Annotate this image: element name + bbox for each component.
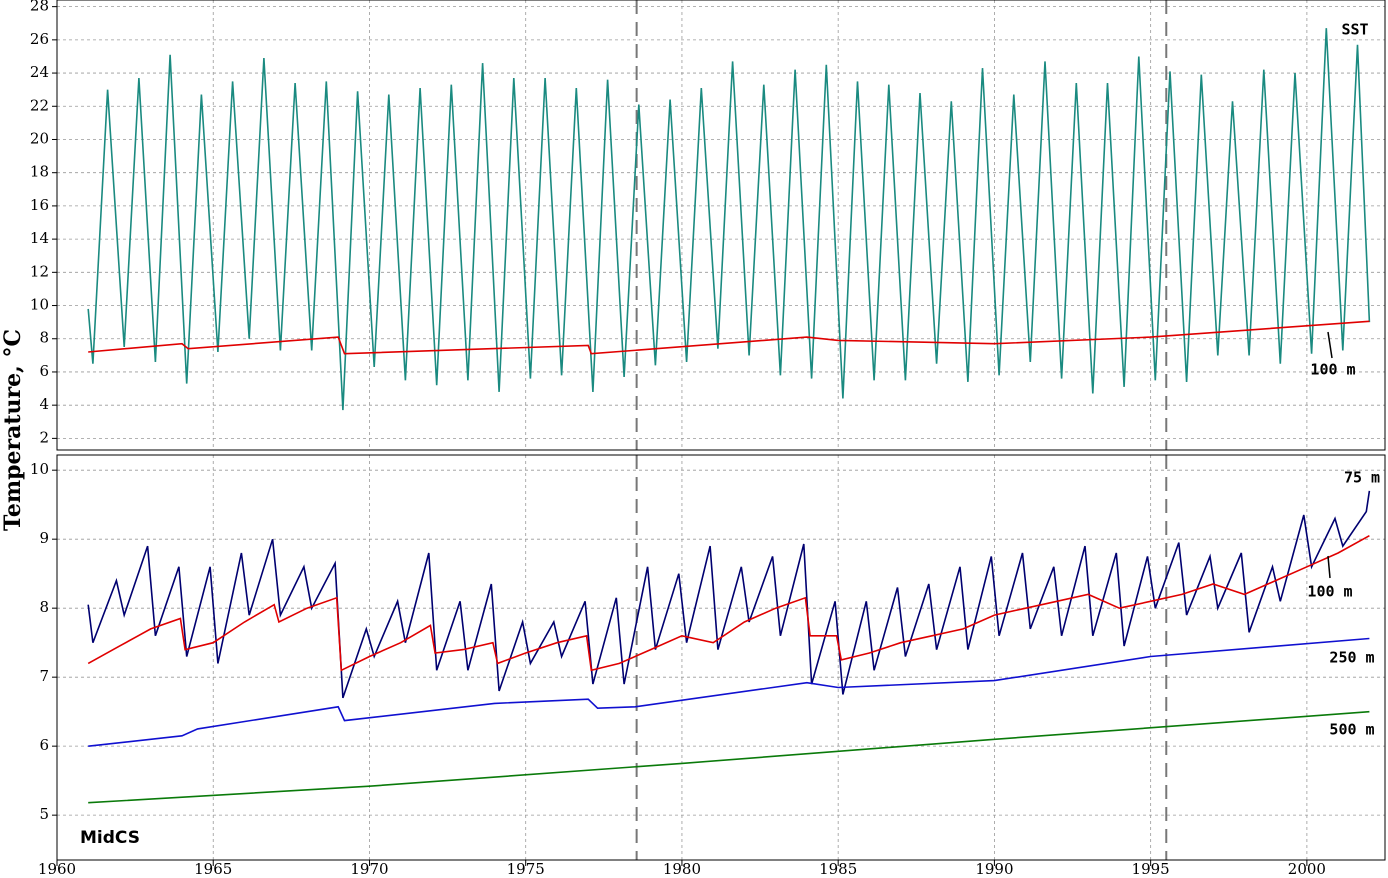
y-tick-label: 24 [30, 63, 49, 81]
series-line [88, 320, 1370, 355]
leader-line [1327, 331, 1333, 359]
x-tick-label: 1975 [507, 860, 545, 878]
y-axis-label: Temperature, °C [0, 329, 26, 531]
y-tick-label: 4 [39, 395, 49, 413]
series-line [88, 710, 1370, 804]
y-tick-label: 10 [30, 460, 49, 478]
x-tick-label: 1995 [1132, 860, 1170, 878]
y-tick-label: 6 [39, 362, 49, 380]
y-tick-label: 6 [39, 736, 49, 754]
y-tick-label: 8 [39, 598, 49, 616]
y-tick-label: 7 [39, 667, 49, 685]
series-line [87, 490, 1371, 699]
y-tick-label: 14 [30, 229, 49, 247]
x-tick-label: 2000 [1288, 860, 1326, 878]
series-line [87, 534, 1370, 672]
series-label: SST [1341, 21, 1368, 39]
y-tick-label: 18 [30, 163, 49, 181]
y-tick-label: 2 [39, 428, 49, 446]
y-tick-label: 22 [30, 96, 49, 114]
x-tick-label: 1990 [975, 860, 1013, 878]
x-tick-label: 1985 [819, 860, 857, 878]
series-label: 75 m [1344, 469, 1380, 487]
x-tick-label: 1980 [663, 860, 701, 878]
x-tick-label: 1970 [350, 860, 388, 878]
plot-frame [56, 0, 1386, 451]
plot-frame [56, 454, 1386, 861]
y-tick-label: 9 [39, 529, 49, 547]
y-tick-label: 10 [30, 296, 49, 314]
series-label: 500 m [1329, 721, 1374, 739]
y-tick-label: 8 [39, 329, 49, 347]
y-tick-label: 16 [30, 196, 49, 214]
leader-line [1327, 555, 1331, 579]
series-label: 250 m [1329, 649, 1374, 667]
y-tick-label: 28 [30, 0, 49, 15]
y-tick-label: 12 [30, 262, 49, 280]
series-label: 100 m [1310, 361, 1355, 379]
x-tick-label: 1960 [38, 860, 76, 878]
series-line [88, 637, 1370, 747]
series-label: 100 m [1307, 583, 1352, 601]
annotation: MidCS [80, 828, 140, 848]
y-tick-label: 26 [30, 30, 49, 48]
y-tick-label: 20 [30, 129, 49, 147]
y-tick-label: 5 [39, 805, 49, 823]
x-tick-label: 1965 [194, 860, 232, 878]
series-line [87, 28, 1371, 411]
